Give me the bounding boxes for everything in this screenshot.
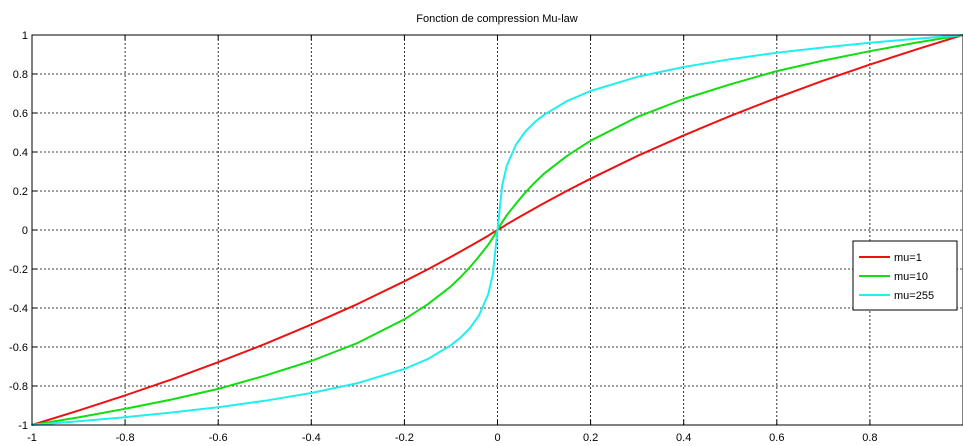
x-tick-label: -0.6 [209,432,228,444]
x-tick-label: 0.8 [862,432,877,444]
x-tick-label: -1 [27,432,37,444]
y-tick-label: -0.6 [9,342,28,354]
y-tick-label: -0.4 [9,303,28,315]
y-tick-label: 0.8 [13,69,28,81]
x-tick-label: 0.2 [583,432,598,444]
y-tick-label: 1 [22,30,28,42]
y-tick-label: 0.4 [13,147,28,159]
grid-layer [32,35,963,425]
legend-label: mu=1 [894,252,922,264]
legend-label: mu=10 [894,271,928,283]
legend-label: mu=255 [894,290,934,302]
x-tick-label: 0.6 [769,432,784,444]
x-tick-label: 0 [494,432,500,444]
x-tick-label: -0.4 [302,432,321,444]
series-layer [31,34,963,426]
legend: mu=1 mu=10 mu=255 [852,240,958,311]
tick-layer: -1 -0.8 -0.6 -0.4 -0.2 0 0.2 0.4 0.6 0.8 -1 -0.8 -0.… [9,30,878,444]
y-tick-label: 0 [22,225,28,237]
y-tick-label: -0.8 [9,381,28,393]
x-tick-label: -0.8 [116,432,135,444]
y-tick-label: -1 [18,420,28,432]
y-tick-label: 0.2 [13,186,28,198]
x-tick-label: 0.4 [676,432,691,444]
chart-title: Fonction de compression Mu-law [416,13,577,25]
y-tick-label: -0.2 [9,264,28,276]
y-tick-label: 0.6 [13,108,28,120]
series-line-mu-255 [31,34,963,426]
x-tick-label: -0.2 [395,432,414,444]
